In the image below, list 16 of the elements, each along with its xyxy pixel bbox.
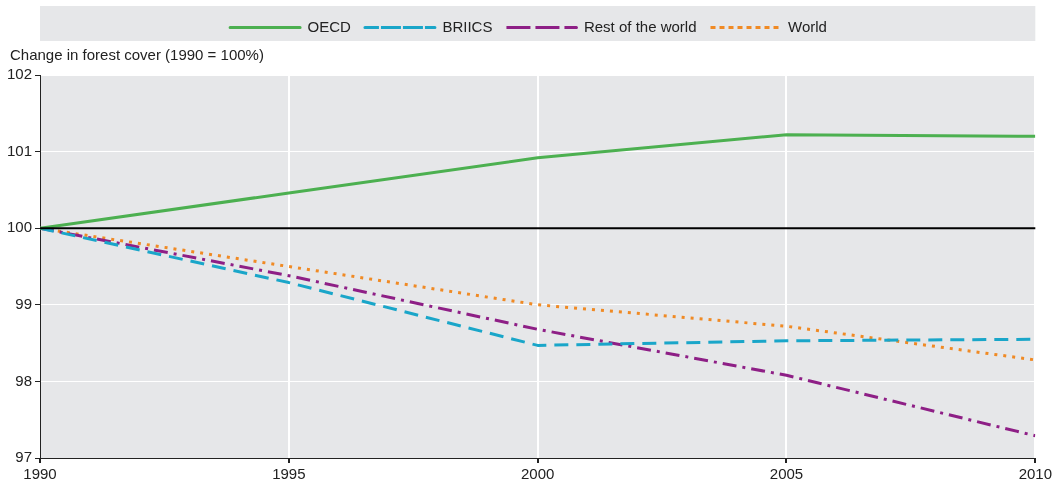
legend-label: World [788, 17, 827, 35]
x-tick-label: 1995 [272, 465, 306, 483]
y-tick-label: 97 [15, 448, 33, 466]
x-tick-label: 1990 [23, 465, 57, 483]
y-tick-label: 100 [7, 218, 33, 236]
legend-label: BRIICS [442, 17, 493, 35]
x-tick-label: 2010 [1018, 465, 1052, 483]
x-tick-label: 2005 [769, 465, 804, 483]
legend-label: OECD [307, 17, 352, 35]
y-tick-label: 101 [7, 141, 33, 159]
y-tick-label: 102 [7, 65, 33, 83]
y-axis-title: Change in forest cover (1990 = 100%) [10, 45, 264, 63]
x-tick-label: 2000 [520, 465, 555, 483]
y-tick-label: 99 [15, 294, 33, 312]
legend-label: Rest of the world [583, 17, 697, 35]
y-tick-label: 98 [15, 371, 33, 389]
